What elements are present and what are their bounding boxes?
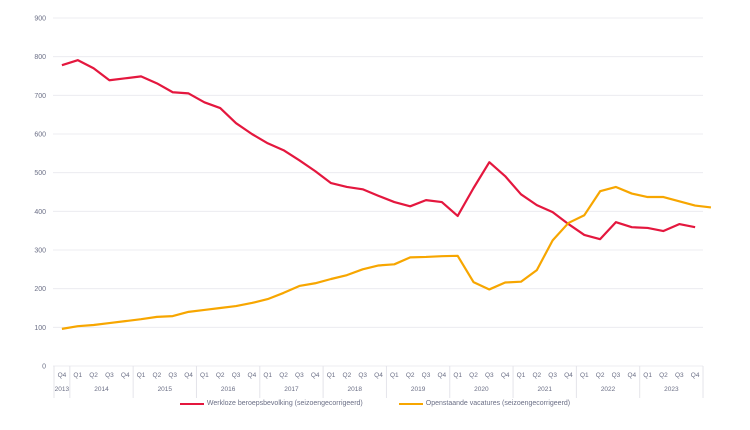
- y-tick-label: 400: [34, 209, 46, 216]
- x-tick-label-quarter: Q1: [580, 372, 589, 379]
- x-tick-label-year: 2015: [158, 386, 173, 393]
- x-tick-label-quarter: Q3: [422, 372, 431, 379]
- x-tick-label-year: 2017: [284, 386, 299, 393]
- y-tick-label: 900: [34, 16, 46, 23]
- x-tick-label-quarter: Q3: [358, 372, 367, 379]
- x-tick-label-year: 2013: [55, 386, 70, 393]
- x-tick-label-quarter: Q1: [263, 372, 272, 379]
- y-tick-label: 600: [34, 132, 46, 139]
- y-tick-label: 300: [34, 248, 46, 255]
- x-tick-label-year: 2016: [221, 386, 236, 393]
- x-tick-label-quarter: Q4: [437, 372, 446, 379]
- y-tick-label: 800: [34, 54, 46, 61]
- x-tick-label-quarter: Q3: [105, 372, 114, 379]
- series-line-1: [61, 185, 712, 330]
- series-line-0: [61, 59, 696, 241]
- x-tick-label-quarter: Q2: [216, 372, 225, 379]
- x-tick-label-year: 2021: [537, 386, 552, 393]
- y-tick-label: 700: [34, 93, 46, 100]
- legend-item-vacatures[interactable]: Openstaande vacatures (seizoengecorrigee…: [398, 400, 571, 407]
- x-tick-label-quarter: Q4: [691, 372, 700, 379]
- legend-item-werkloze[interactable]: Werkloze beroepsbevolking (seizoengecorr…: [179, 400, 363, 407]
- x-tick-label-quarter: Q3: [168, 372, 177, 379]
- x-tick-label-quarter: Q2: [469, 372, 478, 379]
- x-tick-label-quarter: Q1: [200, 372, 209, 379]
- x-tick-label-year: 2018: [348, 386, 363, 393]
- x-tick-label-year: 2020: [474, 386, 489, 393]
- x-tick-label-quarter: Q1: [517, 372, 526, 379]
- x-tick-label-quarter: Q4: [248, 372, 257, 379]
- y-tick-label: 100: [34, 325, 46, 332]
- legend-label-werkloze: Werkloze beroepsbevolking (seizoengecorr…: [206, 400, 363, 407]
- x-tick-label-quarter: Q2: [153, 372, 162, 379]
- x-tick-label-quarter: Q4: [58, 372, 67, 379]
- legend: Werkloze beroepsbevolking (seizoengecorr…: [0, 400, 750, 407]
- x-tick-label-year: 2014: [94, 386, 109, 393]
- x-tick-label-year: 2022: [601, 386, 616, 393]
- x-tick-label-quarter: Q3: [675, 372, 684, 379]
- legend-label-vacatures: Openstaande vacatures (seizoengecorrigee…: [425, 400, 571, 407]
- x-tick-label-quarter: Q4: [184, 372, 193, 379]
- x-tick-label-quarter: Q4: [564, 372, 573, 379]
- x-tick-label-quarter: Q3: [548, 372, 557, 379]
- x-tick-label-quarter: Q1: [390, 372, 399, 379]
- x-tick-label-quarter: Q2: [659, 372, 668, 379]
- x-tick-label-quarter: Q4: [374, 372, 383, 379]
- x-tick-label-quarter: Q4: [121, 372, 130, 379]
- y-tick-label: 200: [34, 286, 46, 293]
- x-tick-label-quarter: Q2: [406, 372, 415, 379]
- x-tick-label-quarter: Q2: [343, 372, 352, 379]
- x-tick-label-quarter: Q3: [295, 372, 304, 379]
- x-tick-label-quarter: Q2: [89, 372, 98, 379]
- x-tick-label-quarter: Q3: [232, 372, 241, 379]
- y-tick-label: 0: [42, 364, 46, 371]
- x-tick-label-quarter: Q2: [596, 372, 605, 379]
- x-tick-label-year: 2019: [411, 386, 426, 393]
- y-tick-label: 500: [34, 170, 46, 177]
- x-tick-label-quarter: Q2: [279, 372, 288, 379]
- x-tick-label-quarter: Q4: [501, 372, 510, 379]
- x-tick-label-quarter: Q1: [643, 372, 652, 379]
- x-tick-label-quarter: Q1: [73, 372, 82, 379]
- x-tick-label-quarter: Q2: [532, 372, 541, 379]
- x-tick-label-quarter: Q1: [327, 372, 336, 379]
- x-tick-label-quarter: Q1: [453, 372, 462, 379]
- x-tick-label-year: 2023: [664, 386, 679, 393]
- legend-swatch-werkloze: [179, 402, 204, 405]
- x-tick-label-quarter: Q3: [485, 372, 494, 379]
- legend-swatch-vacatures: [398, 402, 423, 405]
- x-tick-label-quarter: Q4: [311, 372, 320, 379]
- x-tick-label-quarter: Q3: [612, 372, 621, 379]
- x-tick-label-quarter: Q4: [627, 372, 636, 379]
- x-tick-label-quarter: Q1: [137, 372, 146, 379]
